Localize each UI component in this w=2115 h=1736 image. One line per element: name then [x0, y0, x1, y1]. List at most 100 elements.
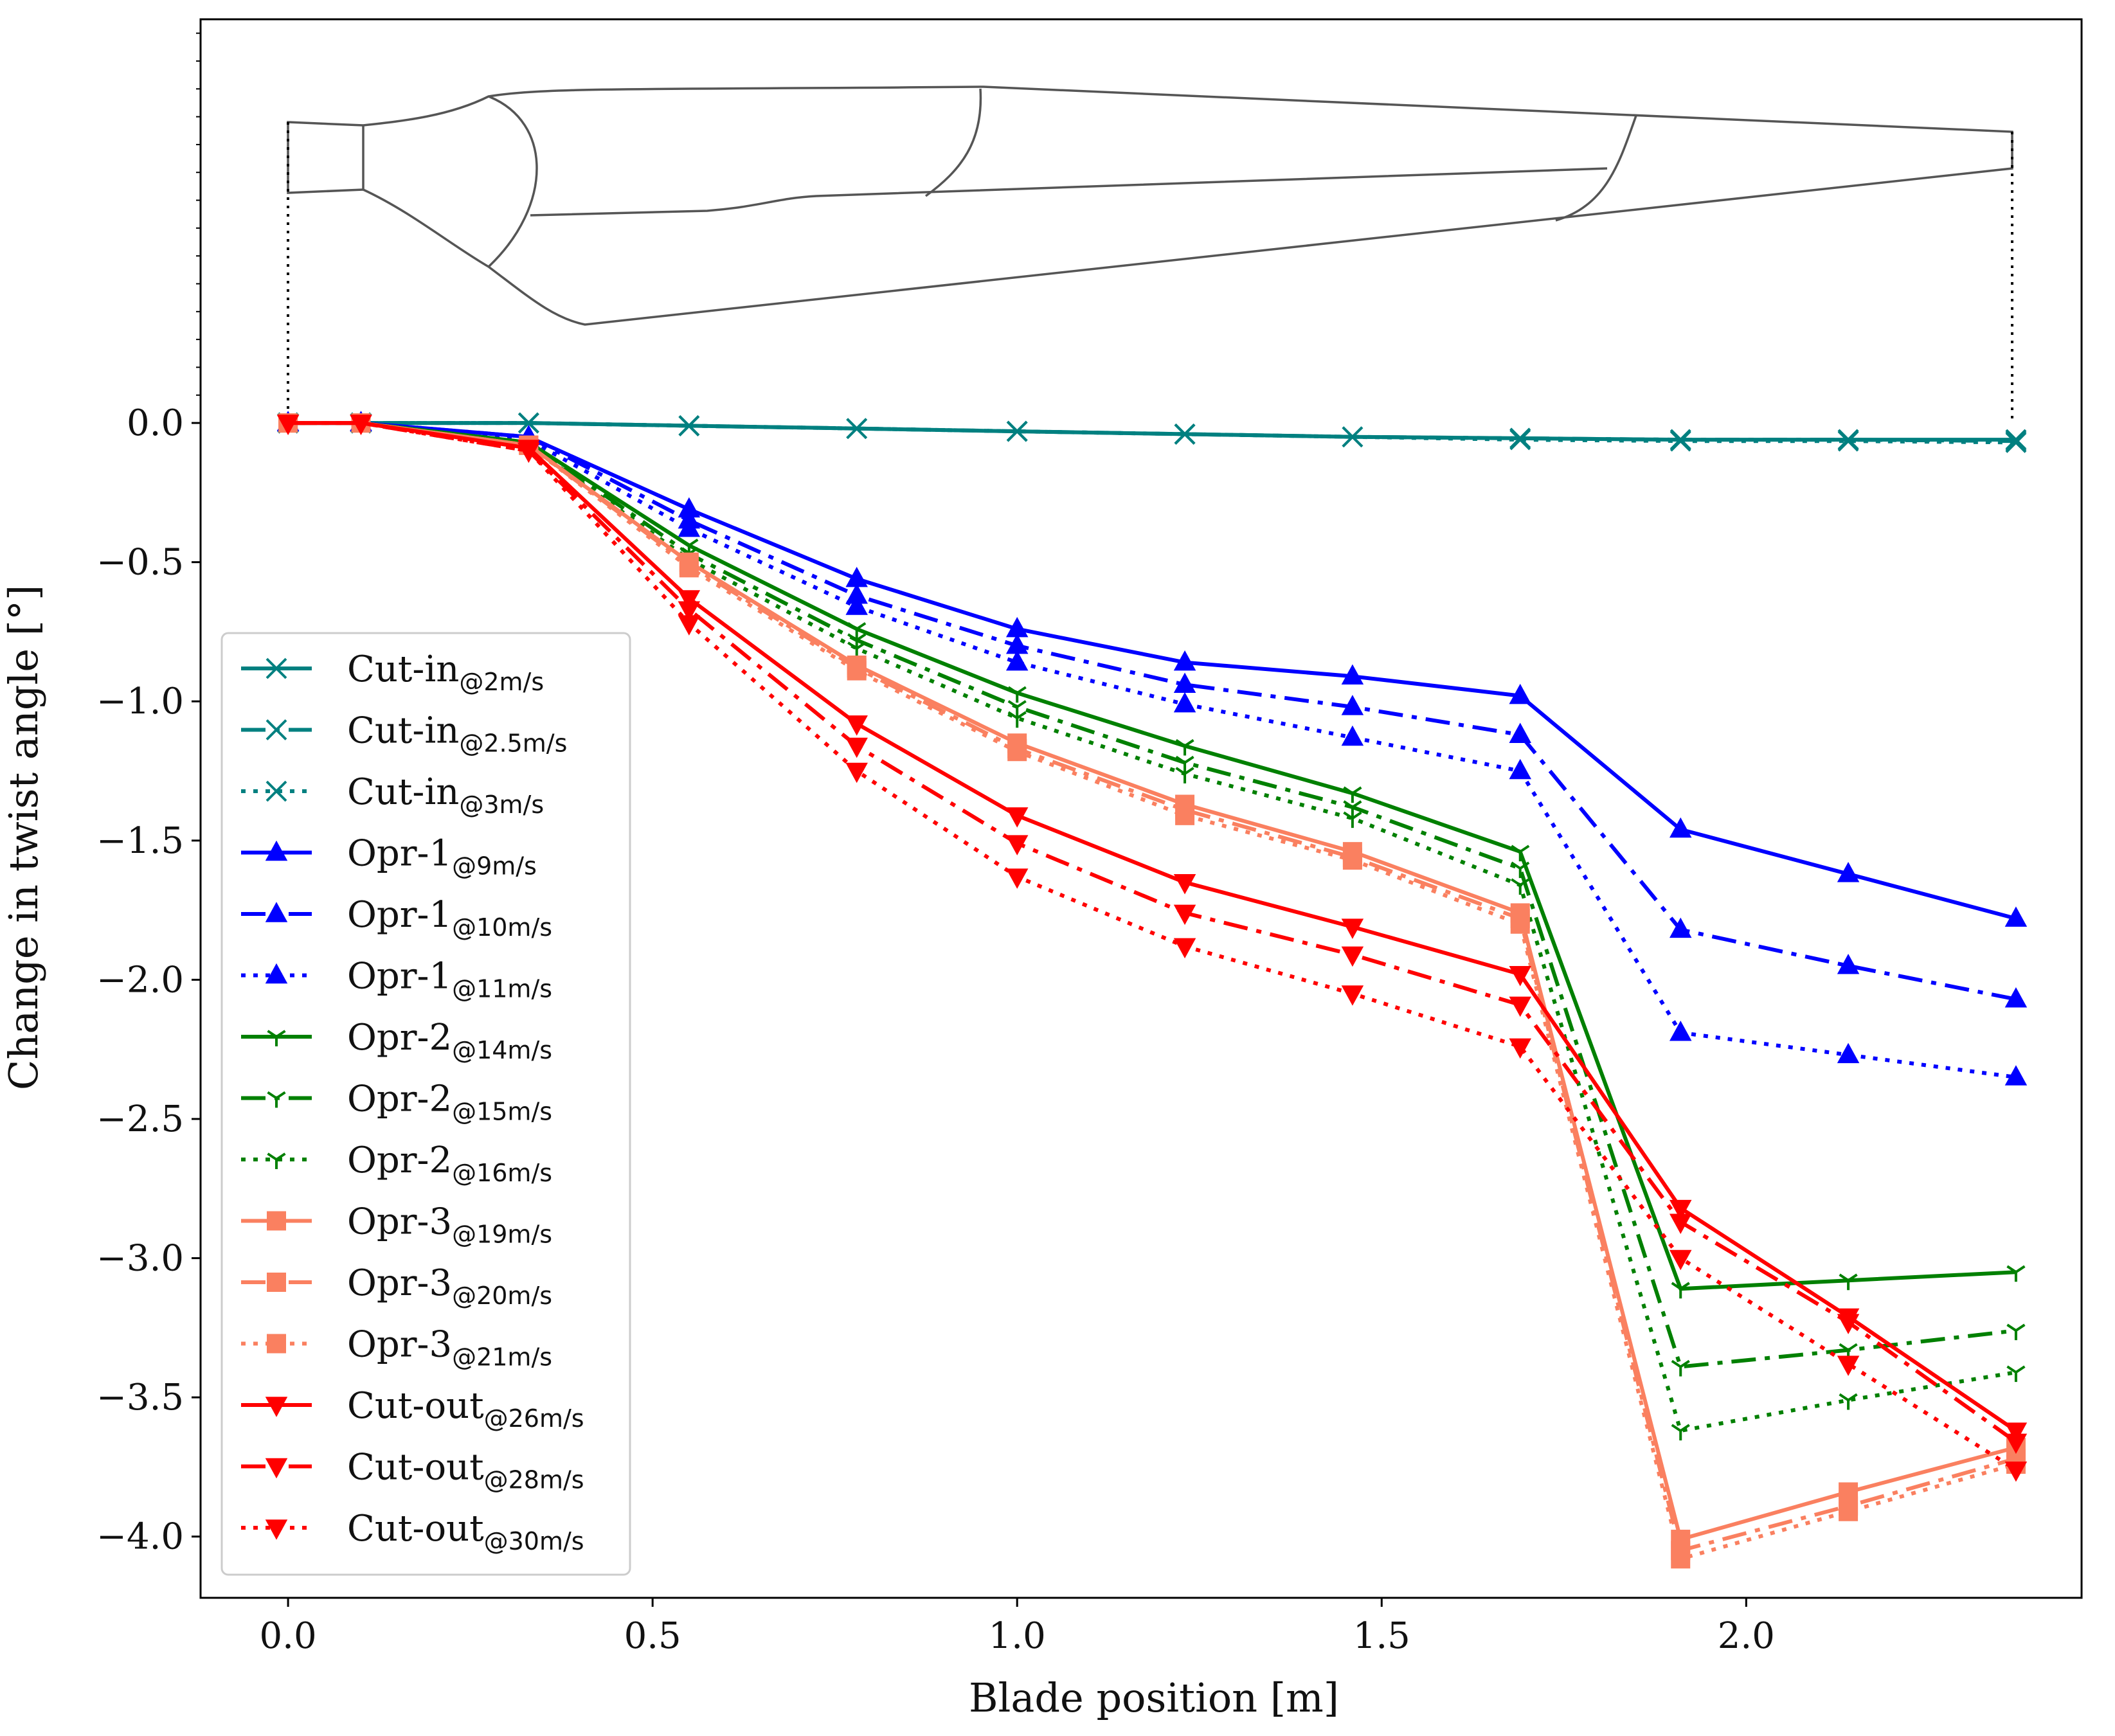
- series-11: [278, 413, 2026, 1569]
- series-4-point-11: [2004, 987, 2028, 1008]
- legend-label-sub-11: @21m/s: [452, 1343, 552, 1372]
- series-2-point-6: [1174, 423, 1196, 445]
- series-2-point-3: [678, 415, 700, 436]
- series-2-point-7: [1342, 426, 1364, 448]
- y-axis-label: Change in twist angle [°]: [0, 585, 47, 1090]
- series-6-point-4: [847, 622, 867, 639]
- blade-outline: [287, 85, 2013, 326]
- blade-inner-line: [530, 167, 1608, 217]
- series-7-point-11: [2006, 1323, 2026, 1341]
- y-tick-label-6: −3.0: [96, 1238, 184, 1280]
- legend-marker-11: [267, 1334, 286, 1354]
- series-4-point-7: [1341, 695, 1364, 715]
- series-6-point-11: [2006, 1265, 2026, 1282]
- y-tick-label-2: −1.0: [96, 681, 184, 722]
- legend-label-3: Opr-1@9m/s: [347, 833, 537, 881]
- series-6-point-9: [1671, 1282, 1690, 1299]
- series-8-point-5: [1007, 711, 1027, 728]
- series-12-point-7: [1341, 918, 1364, 939]
- series-2-point-9: [1670, 430, 1691, 452]
- series-13-point-8: [1509, 996, 1531, 1017]
- legend-entry-11: Opr-3@21m/s: [241, 1324, 552, 1372]
- legend-label-name-12: Cut-out: [347, 1385, 484, 1427]
- series-3-point-11: [2004, 906, 2028, 927]
- x-axis-label: Blade position [m]: [969, 1674, 1339, 1721]
- legend-label-sub-10: @20m/s: [452, 1282, 552, 1310]
- series-6-point-5: [1007, 686, 1027, 703]
- legend-label-14: Cut-out@30m/s: [347, 1508, 584, 1555]
- series-5-point-7: [1341, 725, 1364, 746]
- y-tick-label-8: −4.0: [96, 1516, 184, 1558]
- series-14-point-9: [1669, 1249, 1692, 1271]
- series-line-7: [288, 421, 2017, 1369]
- blade-schematic: [287, 85, 2013, 424]
- series-3-point-3: [678, 497, 701, 518]
- y-tick-label-5: −2.5: [96, 1098, 184, 1140]
- x-tick-label-1: 0.5: [624, 1615, 681, 1657]
- series-7-point-9: [1671, 1359, 1690, 1377]
- series-14-point-10: [1837, 1356, 1860, 1376]
- series-line-1: [288, 421, 2016, 443]
- series-14-point-3: [678, 615, 701, 636]
- series-11-point-6: [1175, 805, 1195, 825]
- series-line-2: [288, 421, 2016, 445]
- series-11-point-3: [679, 558, 699, 578]
- blade-curve-1: [487, 95, 538, 268]
- x-tick-label-0: 0.0: [260, 1615, 317, 1657]
- series-4-point-9: [1669, 917, 1692, 938]
- plot-frame: [199, 18, 2083, 1599]
- series-line-8: [288, 421, 2017, 1433]
- series-14-point-8: [1509, 1038, 1531, 1059]
- legend: Cut-in@2m/sCut-in@2.5m/sCut-in@3m/sOpr-1…: [221, 632, 631, 1576]
- series-2-point-10: [1837, 430, 1859, 452]
- series-3-point-4: [845, 566, 868, 587]
- series-layer: [276, 411, 2028, 1569]
- series-12-point-5: [1005, 807, 1029, 828]
- series-14: [276, 415, 2028, 1482]
- series-2-point-8: [1509, 429, 1531, 451]
- y-tick-label-7: −3.5: [96, 1377, 184, 1418]
- series-14-point-4: [845, 762, 868, 783]
- legend-label-13: Cut-out@28m/s: [347, 1447, 584, 1494]
- legend-label-name-7: Opr-2: [347, 1078, 452, 1120]
- series-6-point-10: [1839, 1273, 1858, 1291]
- series-5-point-3: [678, 516, 701, 537]
- legend-label-name-5: Opr-1: [347, 956, 452, 998]
- series-8-point-11: [2006, 1365, 2026, 1383]
- y-tick-label-0: 0.0: [127, 402, 184, 444]
- legend-marker-14: [265, 1519, 288, 1540]
- series-13-point-5: [1005, 835, 1029, 855]
- series-3-point-6: [1173, 650, 1196, 671]
- legend-label-2: Cut-in@3m/s: [347, 771, 544, 819]
- series-13-point-7: [1341, 946, 1364, 967]
- legend-label-name-1: Cut-in: [347, 710, 459, 752]
- series-4-point-10: [1837, 953, 1860, 974]
- legend-label-sub-5: @11m/s: [452, 975, 552, 1003]
- legend-label-10: Opr-3@20m/s: [347, 1262, 552, 1310]
- series-12-point-11: [2004, 1422, 2028, 1443]
- series-line-14: [288, 421, 2017, 1472]
- legend-label-name-11: Opr-3: [347, 1324, 452, 1366]
- legend-marker-2: [266, 780, 287, 802]
- series-2-point-5: [1006, 420, 1028, 442]
- series-13-point-4: [845, 737, 868, 758]
- legend-label-name-14: Cut-out: [347, 1508, 484, 1550]
- series-13-point-10: [1837, 1314, 1860, 1334]
- legend-label-sub-12: @26m/s: [484, 1404, 584, 1433]
- series-12-point-6: [1173, 874, 1196, 895]
- series-3-point-7: [1341, 664, 1364, 685]
- series-8-point-10: [1839, 1393, 1858, 1410]
- legend-marker-1: [266, 719, 287, 740]
- series-13-point-3: [678, 601, 701, 622]
- legend-marker-12: [265, 1397, 288, 1417]
- series-5-point-4: [845, 595, 868, 615]
- series-13-point-9: [1669, 1213, 1692, 1234]
- legend-entry-7: Opr-2@15m/s: [241, 1078, 552, 1126]
- legend-entry-4: Opr-1@10m/s: [241, 894, 552, 942]
- series-8-point-7: [1343, 811, 1362, 828]
- legend-entry-12: Cut-out@26m/s: [241, 1385, 584, 1433]
- legend-label-11: Opr-3@21m/s: [347, 1324, 552, 1372]
- series-5-point-5: [1005, 650, 1029, 671]
